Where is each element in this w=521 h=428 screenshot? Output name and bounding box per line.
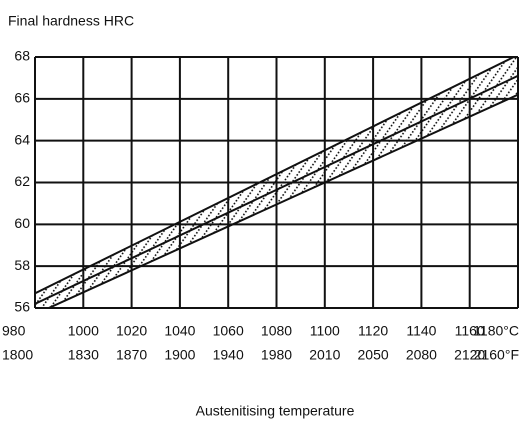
y-tick-label: 60: [14, 215, 30, 231]
x-tick-label: 1080: [261, 323, 292, 339]
chart-title: Final hardness HRC: [8, 13, 134, 29]
x2-tick-label: 1870: [116, 347, 147, 363]
x-tick-label: 1060: [213, 323, 244, 339]
x2-tick-label: 1800: [2, 347, 33, 363]
y-tick-label: 66: [14, 90, 30, 106]
x-tick-label: 1040: [164, 323, 195, 339]
y-tick-label: 56: [14, 299, 30, 315]
x2-tick-label: 1940: [213, 347, 244, 363]
x2-tick-label: 1980: [261, 347, 292, 363]
y-tick-label: 62: [14, 173, 30, 189]
x2-tick-label: 1900: [164, 347, 195, 363]
x-tick-label: 1180°C: [473, 323, 519, 339]
x2-tick-label: 1830: [68, 347, 99, 363]
x-tick-label: 1000: [68, 323, 99, 339]
x-tick-label: 1140: [406, 323, 436, 339]
x2-tick-label: 2160°F: [474, 347, 519, 363]
x2-tick-label: 2050: [358, 347, 389, 363]
x-tick-label: 1160: [455, 323, 485, 339]
x-tick-label: 1100: [310, 323, 340, 339]
y-tick-label: 68: [14, 48, 30, 64]
x2-tick-label: 2080: [406, 347, 437, 363]
x2-tick-label: 2120: [454, 347, 485, 363]
x-axis-label: Austenitising temperature: [196, 403, 355, 419]
x2-tick-label: 2010: [309, 347, 340, 363]
x-tick-label: 1020: [116, 323, 147, 339]
y-tick-label: 58: [14, 257, 30, 273]
x-tick-label: 980: [2, 323, 26, 339]
y-tick-label: 64: [14, 131, 30, 147]
x-tick-label: 1120: [358, 323, 388, 339]
